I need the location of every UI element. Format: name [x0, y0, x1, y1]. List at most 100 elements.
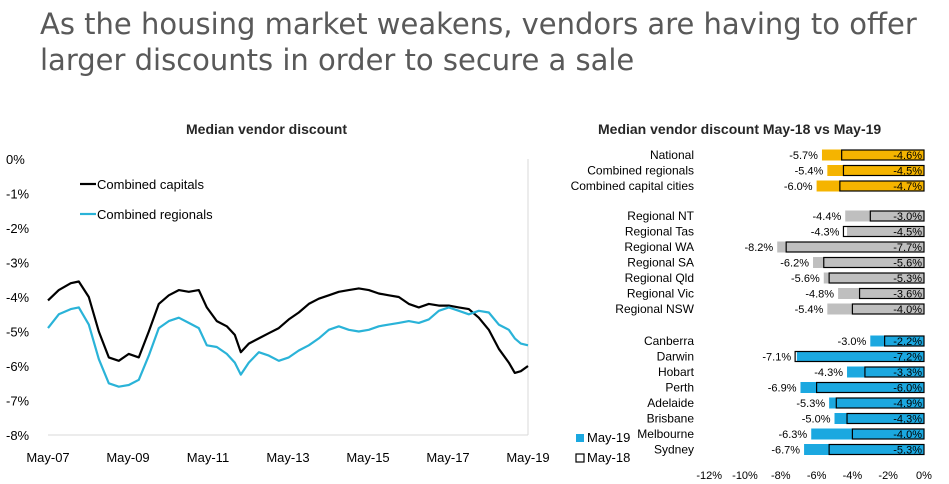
region-label: Regional Vic [627, 287, 694, 301]
bar-x-tick-label: -12% [696, 470, 722, 482]
region-label: Regional Tas [625, 225, 694, 239]
bar-may19 [847, 366, 924, 378]
bar-x-tick-label: -10% [732, 470, 758, 482]
bar-may19 [823, 272, 924, 284]
bar-may18 [828, 272, 925, 284]
bar-chart-title: Median vendor discount May-18 vs May-19 [598, 121, 882, 137]
value-label-may19: -6.9% [768, 383, 797, 395]
y-tick-label: -5% [6, 325, 30, 340]
value-label-may18: -4.0% [893, 304, 922, 316]
value-label-may19: -6.7% [771, 445, 800, 457]
value-label-may18: -3.6% [893, 289, 922, 301]
region-label: Perth [665, 381, 694, 395]
region-label: National [650, 148, 694, 162]
region-label: Regional NT [627, 209, 694, 223]
value-label-may19: -3.0% [838, 336, 867, 348]
bar-may19 [813, 257, 924, 268]
bar-may19 [800, 382, 924, 393]
bar-x-tick-label: -8% [771, 470, 791, 482]
y-tick-label: -2% [6, 221, 30, 236]
y-tick-label: -1% [6, 187, 30, 202]
x-tick-label: May-07 [26, 450, 69, 465]
value-label-may18: -3.3% [893, 367, 922, 379]
bar-may19 [847, 226, 924, 237]
bar-may18 [841, 149, 925, 161]
bar-may18 [842, 225, 925, 238]
region-label: Melbourne [637, 427, 694, 441]
value-label-may19: -5.7% [789, 150, 818, 162]
series-line-combined-regionals [47, 306, 529, 388]
y-tick-label: 0% [6, 152, 25, 167]
value-label-may18: -4.7% [893, 181, 922, 193]
value-label-may18: -2.2% [893, 336, 922, 348]
value-label-may18: -4.0% [893, 429, 922, 441]
bar-may18 [828, 443, 925, 456]
value-label-may18: -5.6% [893, 258, 922, 270]
value-label-may18: -4.3% [893, 414, 922, 426]
bar-may19 [821, 149, 924, 161]
bar-may19 [777, 241, 924, 253]
legend-swatch-may18 [575, 453, 585, 463]
bar-may18 [869, 210, 925, 222]
value-label-may18: -5.3% [893, 445, 922, 457]
region-label: Combined regionals [587, 164, 694, 178]
region-label: Adelaide [647, 396, 694, 410]
value-label-may18: -4.5% [893, 166, 922, 178]
bar-may19 [804, 444, 924, 455]
legend-swatch-may19 [576, 434, 584, 442]
region-label: Canberra [644, 334, 694, 348]
value-label-may19: -6.2% [780, 258, 809, 270]
value-label-may18: -5.3% [893, 273, 922, 285]
region-label: Regional Qld [625, 271, 694, 285]
bar-may18 [884, 335, 925, 347]
bar-may18 [864, 366, 925, 378]
y-tick-label: -3% [6, 256, 30, 271]
value-label-may19: -5.6% [791, 273, 820, 285]
legend-label-may18: May-18 [587, 450, 630, 465]
legend-label: Combined regionals [97, 207, 213, 222]
headline: As the housing market weakens, vendors a… [40, 7, 917, 77]
bar-may19 [827, 165, 924, 176]
legend-label: Combined capitals [97, 177, 204, 192]
x-tick-label: May-13 [266, 450, 309, 465]
line-chart-title: Median vendor discount [186, 121, 348, 137]
bar-may19 [870, 335, 924, 347]
bar-may18 [785, 241, 925, 253]
series-line-combined-capitals [47, 280, 529, 374]
bar-may18 [835, 397, 925, 409]
x-tick-label: May-17 [426, 450, 469, 465]
value-label-may18: -6.0% [893, 383, 922, 395]
bar-may18 [794, 350, 925, 363]
bar-may19 [827, 303, 924, 315]
bar-may18 [815, 381, 925, 394]
x-tick-label: May-19 [506, 450, 549, 465]
value-label-may19: -6.0% [784, 181, 813, 193]
bar-may19 [834, 413, 924, 424]
region-label: Regional NSW [615, 302, 694, 316]
value-label-may19: -8.2% [744, 242, 773, 254]
value-label-may18: -7.7% [893, 242, 922, 254]
region-label: Hobart [658, 365, 695, 379]
bar-may19 [845, 210, 924, 222]
value-label-may19: -5.3% [796, 398, 825, 410]
region-label: Regional SA [627, 256, 694, 270]
value-label-may19: -4.8% [805, 289, 834, 301]
bar-may18 [846, 412, 925, 425]
bar-may18 [823, 256, 925, 269]
y-tick-label: -7% [6, 394, 30, 409]
value-label-may18: -4.5% [893, 227, 922, 239]
value-label-may19: -4.4% [812, 211, 841, 223]
region-label: Sydney [654, 443, 694, 457]
y-tick-label: -8% [6, 428, 30, 443]
value-label-may19: -5.0% [802, 414, 831, 426]
value-label-may18: -7.2% [893, 352, 922, 364]
bar-x-tick-label: -2% [878, 470, 898, 482]
value-label-may19: -4.3% [814, 367, 843, 379]
legend-label-may19: May-19 [587, 430, 630, 445]
bar-may18 [851, 303, 925, 315]
x-tick-label: May-15 [346, 450, 389, 465]
value-label-may19: -6.3% [778, 429, 807, 441]
region-label: Combined capital cities [571, 179, 694, 193]
